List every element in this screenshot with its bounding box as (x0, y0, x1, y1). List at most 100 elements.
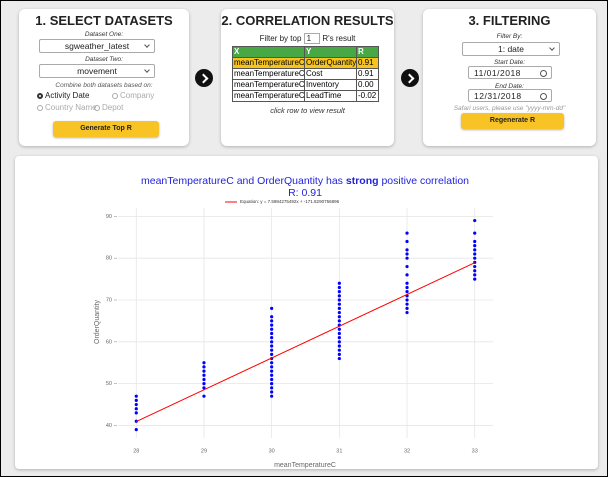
scatter-point (270, 365, 274, 369)
x-tick-label: 28 (133, 448, 139, 454)
field-label: Filter By: (496, 33, 523, 40)
fit-line (136, 262, 475, 423)
scatter-point (473, 252, 477, 256)
scatter-point (270, 323, 274, 327)
field-label: Dataset Two: (85, 56, 123, 63)
cell: 0.00 (356, 79, 379, 91)
x-axis-label: meanTemperatureC (274, 462, 336, 469)
y-tick-label: 70 (106, 297, 112, 303)
scatter-point (270, 390, 274, 394)
scatter-point (270, 348, 274, 352)
chart-card (15, 156, 598, 469)
scatter-point (473, 277, 477, 281)
scatter-point (337, 348, 341, 352)
x-tick-label: 32 (404, 448, 410, 454)
field-label: Start Date: (493, 59, 526, 66)
scatter-point (405, 285, 409, 290)
scatter-point (473, 231, 477, 235)
scatter-point (270, 369, 274, 373)
radio-label: Country Name (45, 103, 97, 112)
safari-note: Safari users, please use "yyyy-mm-dd" (453, 105, 566, 112)
x-tick-label: 29 (201, 448, 207, 454)
scatter-point (270, 306, 274, 310)
filter-by-select[interactable]: 1: date (462, 42, 560, 56)
scatter-point (202, 386, 206, 390)
scatter-point (337, 281, 341, 285)
scatter-point (134, 407, 138, 411)
radio-option[interactable]: Company (112, 91, 154, 100)
radio-option[interactable]: Depot (94, 103, 123, 112)
radio-label: Company (120, 91, 155, 100)
scatter-point (270, 327, 274, 331)
scatter-point (270, 315, 274, 319)
scatter-point (337, 306, 341, 310)
dataset-one-select[interactable]: sgweather_latest (39, 39, 155, 53)
scatter-point (405, 298, 409, 302)
scatter-point (337, 331, 341, 336)
dataset-two-select[interactable]: movement (39, 64, 155, 78)
filter-text: R's result (322, 34, 356, 43)
scatter-point (337, 356, 341, 361)
scatter-point (473, 264, 477, 269)
end-date-input[interactable]: 12/31/2018 (468, 89, 552, 102)
regenerate-button[interactable]: Regenerate R (461, 113, 564, 129)
scatter-point (337, 298, 341, 302)
scatter-point (337, 285, 341, 290)
scatter-point (473, 239, 477, 244)
result-row[interactable]: meanTemperatureC LeadTime -0.02 (232, 90, 379, 102)
scatter-point (337, 352, 341, 356)
radio-option[interactable]: Country Name (37, 103, 97, 112)
y-axis-label: OrderQuantity (94, 300, 101, 344)
card-title: 2. CORRELATION RESULTS (221, 13, 394, 28)
cell: meanTemperatureC (232, 90, 305, 102)
scatter-point (270, 394, 274, 398)
scatter-point (337, 290, 341, 294)
scatter-point (134, 402, 138, 407)
scatter-point (473, 244, 477, 248)
field-label: Dataset One: (84, 31, 124, 38)
scatter-point (270, 382, 274, 386)
top-select[interactable]: 1 (303, 33, 321, 44)
y-tick-label: 60 (106, 339, 112, 345)
header-cell: R (356, 46, 379, 58)
scatter-point (270, 361, 274, 365)
scatter-point (405, 281, 409, 285)
date-value: 11/01/2018 (474, 68, 521, 78)
scatter-point (337, 327, 341, 331)
title-emphasis: strong (346, 175, 379, 187)
select-card: 1. SELECT DATASETS Dataset One: sgweathe… (19, 9, 189, 146)
date-value: 12/31/2018 (474, 91, 522, 101)
y-tick-label: 40 (106, 423, 112, 429)
scatter-point (405, 231, 409, 235)
scatter-point (405, 290, 409, 294)
field-label: End Date: (495, 83, 524, 90)
y-tick-label: 50 (106, 381, 112, 387)
scatter-point (337, 315, 341, 319)
y-tick-label: 80 (106, 256, 112, 262)
scatter-point (270, 386, 274, 390)
filtering-card: 3. FILTERING Filter By: 1: date Start Da… (423, 9, 596, 146)
field-label: Combine both datasets based on: (55, 82, 153, 89)
scatter-point (337, 310, 341, 315)
scatter-point (202, 361, 206, 365)
scatter-point (270, 377, 274, 382)
scatter-point (134, 394, 138, 398)
scatter-point (134, 398, 138, 402)
scatter-point (202, 394, 206, 398)
table-note: click row to view result (270, 106, 345, 115)
result-row[interactable]: meanTemperatureC OrderQuantity 0.91 (232, 57, 379, 69)
scatter-point (405, 306, 409, 310)
scatter-point (270, 344, 274, 348)
start-date-input[interactable]: 11/01/2018 (468, 66, 552, 79)
y-tick-label: 90 (106, 214, 112, 220)
card-title: 3. FILTERING (468, 13, 551, 28)
scatter-point (405, 273, 409, 277)
scatter-point (202, 377, 206, 382)
scatter-point (270, 352, 274, 356)
scatter-point (337, 340, 341, 344)
scatter-point (405, 252, 409, 256)
radio-option[interactable]: Activity Date (37, 91, 89, 100)
filter-text: Filter by top (259, 34, 302, 43)
generate-button[interactable]: Generate Top R (53, 121, 159, 137)
